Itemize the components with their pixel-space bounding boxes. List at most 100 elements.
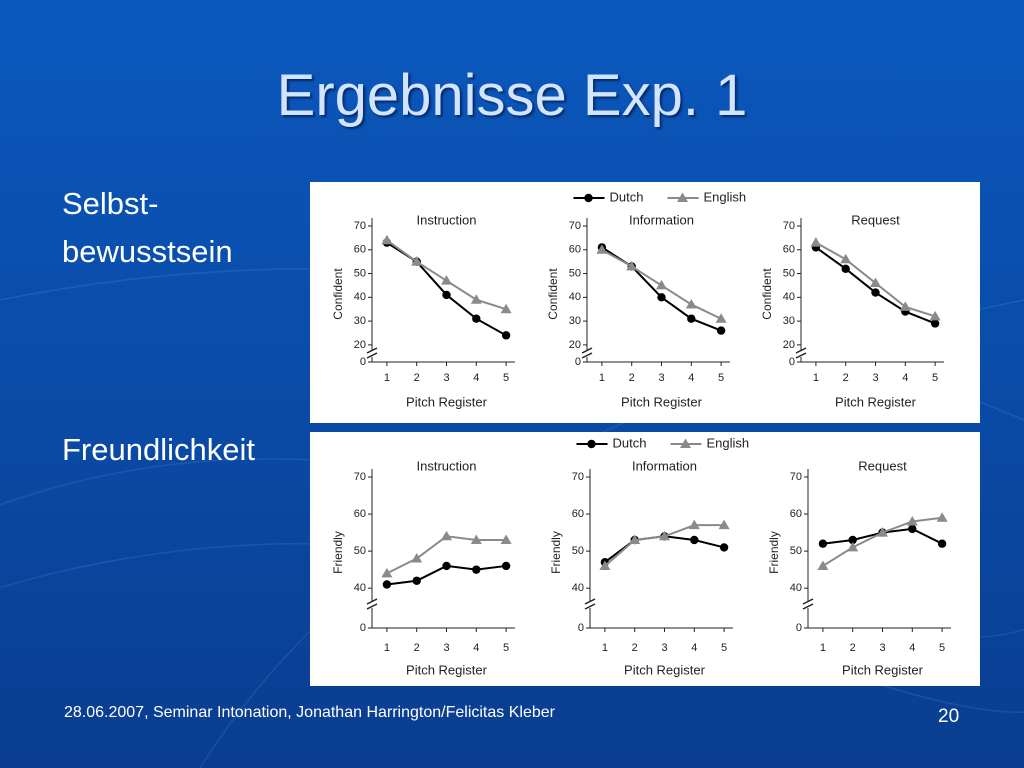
legend-marker (680, 438, 691, 448)
x-tick-label: 1 (599, 372, 605, 384)
y-tick-label: 40 (783, 291, 795, 303)
data-point (899, 301, 911, 311)
data-point (441, 275, 452, 285)
row-label: Freundlichkeit (62, 432, 255, 467)
axis-break (802, 603, 814, 610)
data-point (599, 560, 611, 570)
data-point (500, 303, 512, 314)
y-tick-label: 70 (790, 471, 802, 483)
axis-break (584, 603, 596, 610)
y-tick-label: 40 (354, 582, 366, 594)
y-axis-label: Confident (760, 268, 774, 320)
x-tick-label: 3 (661, 642, 667, 654)
y-tick-label: 30 (783, 315, 795, 327)
data-point (870, 277, 881, 288)
slide-title: Ergebnisse Exp. 1 (276, 63, 748, 128)
data-point (442, 290, 451, 300)
x-tick-label: 4 (688, 372, 694, 384)
data-point (659, 530, 670, 541)
page-number: 20 (938, 706, 960, 727)
data-point (501, 561, 511, 571)
legend-marker (677, 192, 688, 202)
x-axis-label: Pitch Register (842, 662, 924, 677)
axis-break (366, 352, 378, 359)
data-point (472, 565, 481, 574)
x-axis-label: Pitch Register (406, 394, 488, 409)
x-tick-label: 1 (384, 642, 390, 654)
x-tick-label: 4 (473, 642, 479, 654)
data-point (871, 288, 880, 297)
y-tick-label: 0 (360, 356, 366, 368)
y-tick-label: 70 (354, 471, 366, 483)
data-point (908, 524, 917, 534)
data-point (411, 553, 423, 563)
y-tick-label: 60 (354, 244, 366, 256)
panel-title: Request (851, 212, 900, 227)
y-tick-label: 50 (354, 545, 366, 557)
y-axis-label: Friendly (549, 531, 563, 574)
legend-marker (584, 193, 593, 203)
data-point (629, 534, 641, 544)
y-tick-label: 0 (578, 622, 584, 634)
data-point (877, 527, 888, 537)
y-tick-label: 60 (790, 508, 802, 520)
y-tick-label: 20 (354, 339, 366, 351)
y-tick-label: 70 (783, 220, 795, 232)
data-point (906, 515, 918, 526)
data-point (411, 256, 423, 266)
data-point (500, 534, 512, 544)
row-label: Selbst- (62, 186, 159, 221)
data-point (716, 326, 726, 335)
y-tick-label: 70 (572, 471, 584, 483)
data-point (847, 541, 859, 552)
x-tick-label: 5 (718, 372, 724, 384)
chart-panel (310, 182, 980, 423)
x-tick-label: 3 (872, 372, 878, 384)
x-tick-label: 2 (850, 642, 856, 654)
data-point (841, 264, 850, 273)
data-point (715, 313, 727, 323)
x-axis-label: Pitch Register (406, 662, 488, 677)
axis-break (795, 352, 807, 359)
x-tick-label: 4 (691, 642, 697, 654)
data-point (848, 535, 857, 545)
legend-label: Dutch (610, 189, 644, 204)
x-tick-label: 5 (932, 372, 938, 384)
axis-break (366, 347, 378, 354)
y-tick-label: 50 (783, 267, 795, 279)
data-point (718, 519, 730, 530)
y-tick-label: 60 (354, 508, 366, 520)
x-tick-label: 4 (902, 372, 908, 384)
y-axis-label: Confident (331, 268, 345, 320)
x-tick-label: 5 (939, 642, 945, 654)
data-point (719, 543, 729, 552)
x-tick-label: 2 (629, 372, 635, 384)
x-tick-label: 4 (473, 372, 479, 384)
data-point (688, 519, 700, 530)
axis-break (366, 598, 378, 605)
axis-break (366, 603, 378, 610)
x-tick-label: 3 (879, 642, 885, 654)
data-point (818, 539, 828, 548)
x-tick-label: 1 (602, 642, 608, 654)
data-point (840, 253, 852, 264)
chart-panel (310, 432, 980, 686)
data-point (442, 561, 451, 571)
legend-label: English (704, 189, 747, 204)
data-point (937, 539, 947, 548)
y-tick-label: 60 (783, 244, 795, 256)
y-tick-label: 50 (569, 267, 581, 279)
y-axis-label: Friendly (767, 531, 781, 574)
y-tick-label: 60 (572, 508, 584, 520)
x-tick-label: 1 (384, 372, 390, 384)
y-tick-label: 20 (783, 339, 795, 351)
row-label: bewusstsein (62, 234, 233, 269)
y-tick-label: 20 (569, 339, 581, 351)
data-point (472, 314, 481, 323)
data-point (929, 310, 941, 321)
x-tick-label: 3 (443, 372, 449, 384)
y-tick-label: 60 (569, 244, 581, 256)
axis-break (581, 352, 593, 359)
